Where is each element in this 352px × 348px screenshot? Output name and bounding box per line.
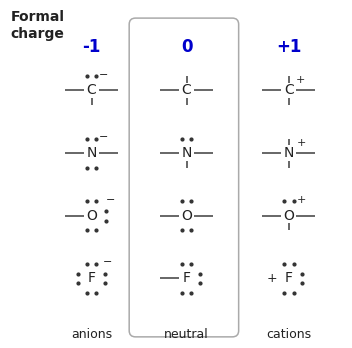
Text: -1: -1 <box>82 38 101 56</box>
Text: C: C <box>182 84 191 97</box>
Text: −: − <box>99 70 108 80</box>
Text: −: − <box>103 258 112 267</box>
Text: anions: anions <box>71 327 112 341</box>
FancyBboxPatch shape <box>129 18 239 337</box>
Text: −: − <box>106 195 116 205</box>
Text: O: O <box>86 209 97 223</box>
Text: N: N <box>181 146 192 160</box>
Text: +: + <box>296 75 305 85</box>
Text: O: O <box>283 209 294 223</box>
Text: N: N <box>283 146 294 160</box>
Text: −: − <box>99 132 109 142</box>
Text: F: F <box>88 271 95 285</box>
Text: O: O <box>181 209 192 223</box>
Text: cations: cations <box>266 327 311 341</box>
Text: F: F <box>183 271 190 285</box>
Text: C: C <box>87 84 96 97</box>
Text: +: + <box>296 138 306 148</box>
Text: neutral: neutral <box>164 327 209 341</box>
Text: +1: +1 <box>276 38 301 56</box>
Text: N: N <box>86 146 97 160</box>
Text: Formal
charge: Formal charge <box>11 10 64 41</box>
Text: C: C <box>284 84 294 97</box>
Text: 0: 0 <box>181 38 192 56</box>
Text: +: + <box>296 195 306 205</box>
Text: F: F <box>285 271 293 285</box>
Text: +: + <box>266 272 277 285</box>
